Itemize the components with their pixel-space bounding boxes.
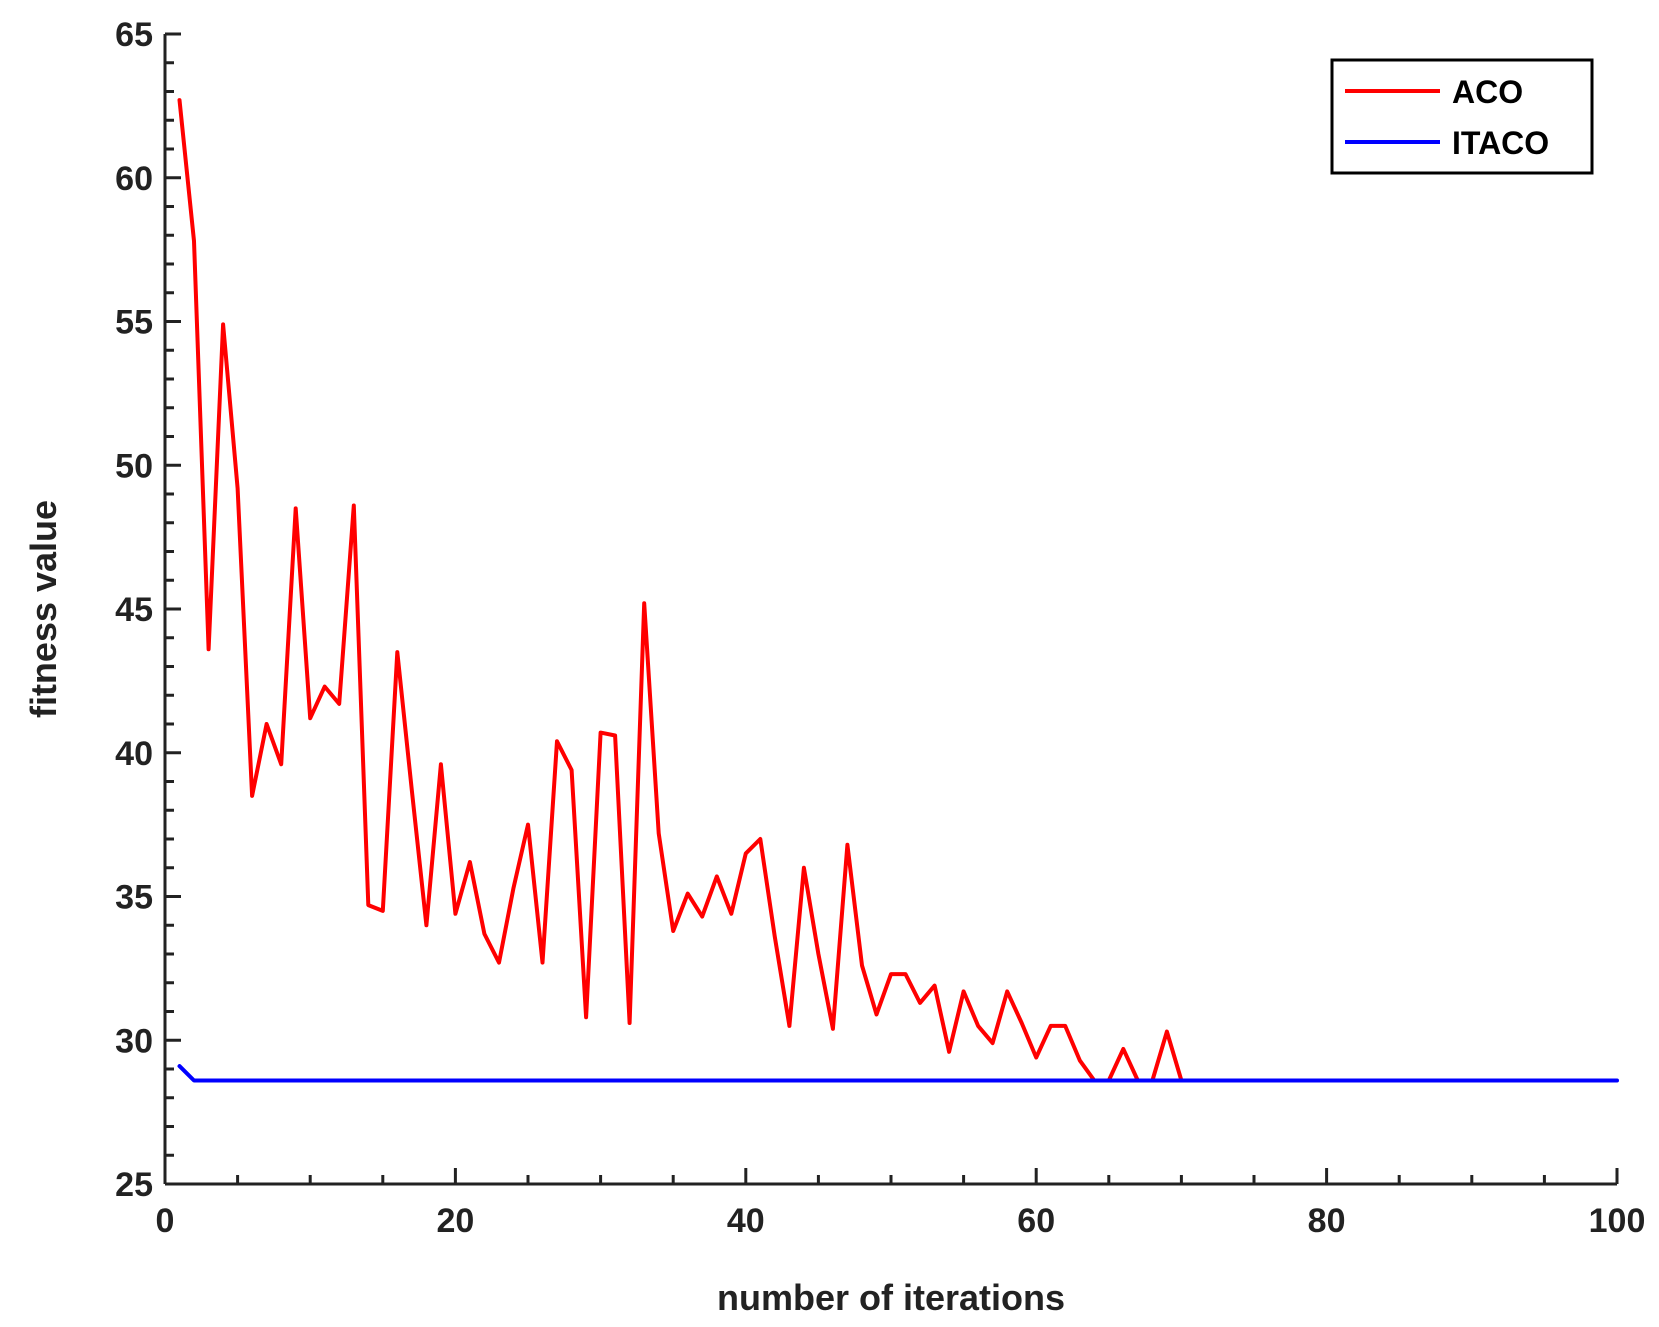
y-tick-label: 25 — [115, 1166, 153, 1204]
y-axis-label: fitness value — [23, 500, 64, 718]
x-tick-label: 40 — [727, 1202, 765, 1240]
y-tick-label: 45 — [115, 591, 153, 629]
series-line-itaco — [177, 1064, 1619, 1083]
x-axis-label: number of iterations — [717, 1277, 1065, 1318]
legend-label-aco: ACO — [1452, 74, 1523, 110]
x-tick-label: 80 — [1308, 1202, 1346, 1240]
legend-box — [1330, 58, 1594, 175]
x-tick-label: 20 — [436, 1202, 474, 1240]
x-tick-label: 60 — [1017, 1202, 1055, 1240]
y-tick-labels: 25 30 35 40 45 50 55 60 65 — [115, 16, 153, 1204]
y-tick-label: 30 — [115, 1022, 153, 1060]
x-tick-label: 100 — [1589, 1202, 1646, 1240]
y-tick-label: 35 — [115, 879, 153, 917]
series-layer — [177, 98, 1619, 1083]
y-tick-label: 55 — [115, 304, 153, 342]
legend-label-itaco: ITACO — [1452, 125, 1549, 161]
y-axis-ticks — [165, 32, 181, 1186]
x-axis-ticks — [163, 1168, 1619, 1184]
y-tick-label: 60 — [115, 160, 153, 198]
legend: ACO ITACO — [1330, 58, 1594, 175]
x-tick-labels: 0 20 40 60 80 100 — [156, 1202, 1646, 1240]
y-tick-label: 65 — [115, 16, 153, 54]
series-line-aco — [177, 98, 1184, 1083]
x-tick-label: 0 — [156, 1202, 175, 1240]
y-tick-label: 50 — [115, 447, 153, 485]
y-tick-label: 40 — [115, 735, 153, 773]
